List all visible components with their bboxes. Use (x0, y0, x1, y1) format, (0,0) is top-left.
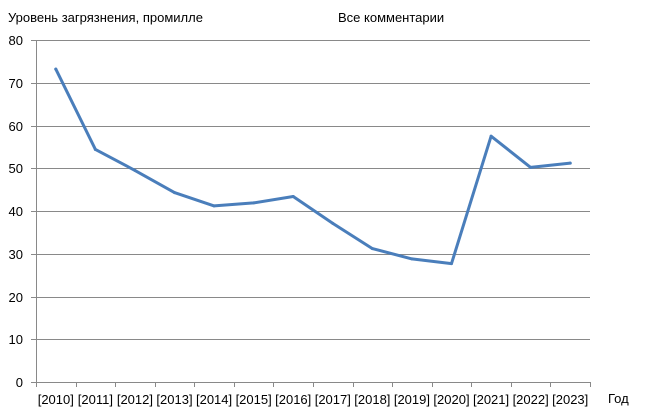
data-point (370, 247, 374, 251)
x-tick-label: [2019] (394, 392, 430, 407)
x-tick-label: [2022] (513, 392, 549, 407)
y-tick-label: 30 (9, 247, 23, 262)
chart-title: Все комментарии (338, 10, 444, 25)
data-point (93, 147, 97, 151)
x-tick-label: [2014] (196, 392, 232, 407)
x-axis-label: Год (608, 391, 629, 406)
series-group (54, 67, 572, 266)
data-point (291, 194, 295, 198)
axes (31, 40, 591, 387)
y-tick-label: 20 (9, 290, 23, 305)
y-axis-label: Уровень загрязнения, промилле (8, 10, 203, 25)
data-point (133, 168, 137, 172)
data-point (173, 191, 176, 195)
y-tick-label: 80 (9, 33, 23, 48)
x-tick-label: [2021] (473, 392, 509, 407)
x-tick-label: [2023] (552, 392, 588, 407)
data-point (568, 161, 572, 165)
y-tick-label: 0 (16, 375, 23, 390)
data-point (489, 134, 493, 138)
series-line (54, 67, 572, 266)
data-point (331, 221, 335, 225)
y-tick-labels: 0 10 20 30 40 50 60 70 80 (9, 33, 23, 390)
y-tick-label: 70 (9, 76, 23, 91)
y-tick-label: 50 (9, 161, 23, 176)
x-tick-label: [2015] (236, 392, 272, 407)
x-tick-labels: [2010] [2011] [2012] [2013] [2014] [2015] [201… (38, 392, 589, 407)
y-tick-label: 10 (9, 332, 23, 347)
x-tick-label: [2017] (315, 392, 351, 407)
x-tick-label: [2010] (38, 392, 74, 407)
data-point (410, 257, 414, 261)
y-tick-label: 60 (9, 119, 23, 134)
data-point (529, 165, 533, 169)
data-point (212, 204, 216, 208)
x-tick-label: [2016] (275, 392, 311, 407)
data-point (54, 67, 58, 71)
x-tick-label: [2013] (156, 392, 192, 407)
y-tick-label: 40 (9, 204, 23, 219)
x-tick-label: [2018] (354, 392, 390, 407)
x-tick-label: [2012] (117, 392, 153, 407)
gridlines (36, 40, 590, 340)
x-tick-label: [2020] (433, 392, 469, 407)
data-point (252, 201, 256, 205)
data-point (450, 262, 453, 266)
x-tick-label: [2011] (78, 392, 113, 407)
